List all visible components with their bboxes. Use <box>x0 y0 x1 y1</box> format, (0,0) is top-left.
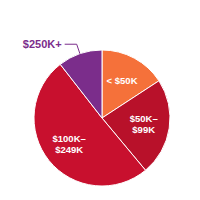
slice-label: $50K–$99K <box>130 113 158 135</box>
slice-label: $250K+ <box>23 38 62 50</box>
chart: < $50K $50K–$99K $100K–$249K $250K+ <box>0 0 200 200</box>
pie-slice <box>60 50 102 118</box>
wedges <box>34 50 170 186</box>
labels: < $50K $50K–$99K $100K–$249K $250K+ <box>23 38 158 155</box>
slice-label: < $50K <box>107 75 138 86</box>
slice-label: $100K–$249K <box>53 133 86 155</box>
leader-line <box>65 44 80 53</box>
